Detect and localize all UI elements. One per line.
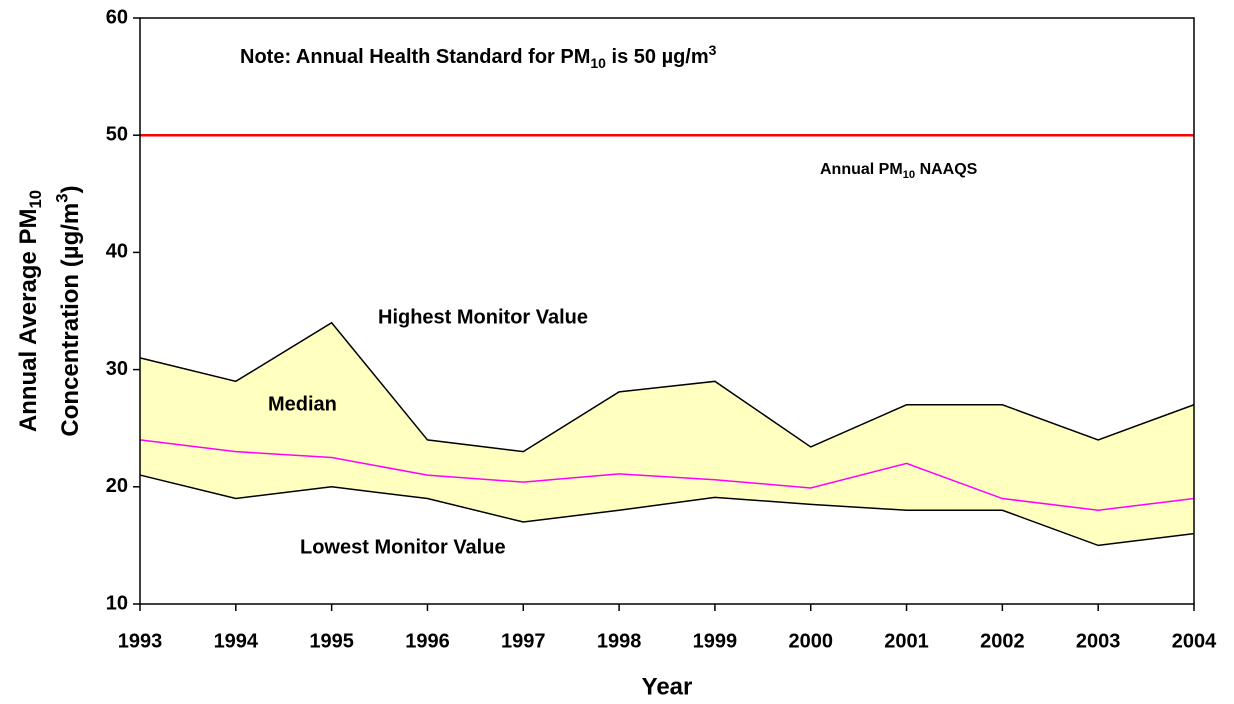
note-part: is 50 µg/m xyxy=(606,46,709,68)
series-label: Highest Monitor Value xyxy=(378,306,588,328)
series-line xyxy=(139,439,1195,511)
y-tick-label: 50 xyxy=(106,123,128,145)
x-axis-label: Year xyxy=(642,673,693,700)
series-label: Lowest Monitor Value xyxy=(300,536,506,558)
y-axis-label-part: 3 xyxy=(53,193,72,202)
x-tick-label: 2004 xyxy=(1172,630,1217,652)
reference-label-part: Annual PM xyxy=(820,161,903,178)
reference-label: Annual PM10 NAAQS xyxy=(820,161,978,181)
y-axis-label: Concentration (µg/m3) xyxy=(53,185,84,436)
y-axis-label-part: Annual Average PM xyxy=(15,209,42,433)
y-tick-label: 60 xyxy=(106,6,128,28)
note-part: Note: Annual Health Standard for PM xyxy=(240,46,590,68)
note-part: 3 xyxy=(709,42,717,58)
y-tick-label: 10 xyxy=(106,592,128,614)
plot-border xyxy=(139,17,1195,605)
x-tick-label: 1998 xyxy=(597,630,642,652)
y-tick-label: 30 xyxy=(106,358,128,380)
y-axis-label-part: ) xyxy=(57,185,84,193)
x-tick-label: 2002 xyxy=(980,630,1025,652)
series-line xyxy=(139,474,1195,547)
y-axis-label-part: Concentration (µg/m xyxy=(57,203,84,437)
x-tick-label: 1995 xyxy=(309,630,354,652)
reference-label-part: NAAQS xyxy=(915,161,978,178)
series-line xyxy=(139,321,1195,453)
x-tick-label: 2001 xyxy=(884,630,929,652)
band-fill xyxy=(140,322,1194,546)
series-label: Median xyxy=(268,393,337,415)
y-axis-label-part: 10 xyxy=(27,190,46,209)
y-axis-label: Annual Average PM10 xyxy=(15,190,45,432)
note: Note: Annual Health Standard for PM10 is… xyxy=(240,42,717,71)
x-tick-label: 2003 xyxy=(1076,630,1121,652)
x-tick-label: 1993 xyxy=(118,630,163,652)
x-tick-label: 1996 xyxy=(405,630,450,652)
y-tick-label: 40 xyxy=(106,241,128,263)
y-tick-label: 20 xyxy=(106,475,128,497)
note-part: 10 xyxy=(590,55,606,71)
x-tick-label: 1999 xyxy=(693,630,738,652)
x-tick-label: 2000 xyxy=(788,630,833,652)
reference-label-part: 10 xyxy=(903,169,915,181)
x-tick-label: 1994 xyxy=(214,630,259,652)
x-tick-label: 1997 xyxy=(501,630,546,652)
